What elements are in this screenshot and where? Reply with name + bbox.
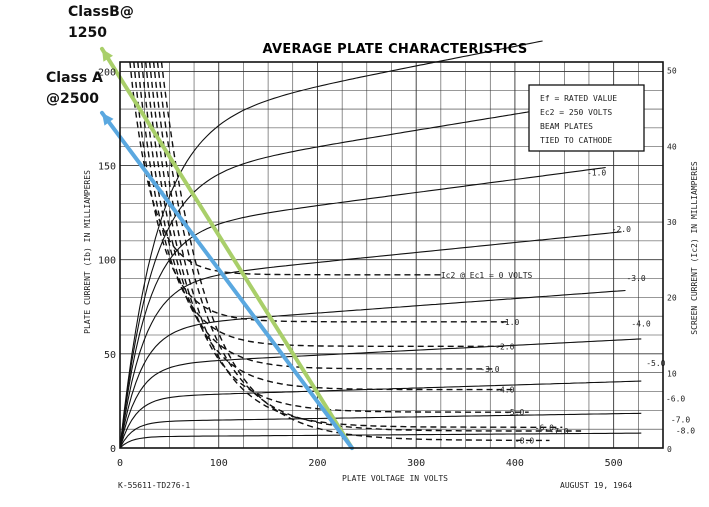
annotation-classb-line2: 1250 [68,25,107,41]
screen-curve [141,61,495,370]
screen-curve [152,61,563,428]
y-axis-label: PLATE CURRENT (Ib) IN MILLIAMPERES [83,170,92,334]
plate-curve [119,40,543,449]
condition-line-1: Ef = RATED VALUE [540,94,617,103]
plate-curve [119,231,622,449]
screen-curve-label: -1.0 [500,318,519,327]
y-tick-label: 150 [98,162,116,173]
load-line-arrowhead [102,48,114,62]
plate-curve [119,166,606,449]
y2-tick-labels: 0 10 20 30 40 50 [667,67,677,454]
plate-curve-label: -7.0 [671,415,690,424]
condition-line-2: Ec2 = 250 VOLTS [540,108,612,117]
screen-curve [145,61,513,391]
load-lines [100,46,355,450]
load-line [100,46,355,450]
load-line [100,110,355,450]
screen-curve-label: -5.0 [505,408,524,417]
y2-tick-label: 50 [667,67,677,76]
y-tick-label: 200 [98,67,116,78]
plate-curve-label: -2.0 [612,225,631,234]
x-tick-label: 200 [308,458,326,469]
plot-frame [119,61,664,449]
screen-curve [148,61,529,413]
screen-curve [160,61,550,442]
plate-curve-label: -6.0 [666,395,685,404]
y-tick-label: 50 [104,350,116,361]
y2-tick-label: 30 [667,218,677,227]
x-tick-label: 400 [506,458,524,469]
annotation-classa-line1: Class A [46,70,103,86]
screen-curve-label: -7.0 [549,427,568,436]
screen-curve [156,61,582,432]
plate-curve-label: -3.0 [626,274,645,283]
chart-curves: Ib @ Ec1 = 0 VOLTS-1.0-2.0-3.0-4.0-5.0-6… [119,40,695,449]
screen-curve [137,61,505,347]
plate-curve [119,338,642,449]
x-tick-label: 0 [117,458,123,469]
condition-line-4: TIED TO CATHODE [540,136,612,145]
y-tick-labels: 0 50 100 150 200 [98,67,116,455]
x-tick-label: 500 [605,458,623,469]
screen-curve-label: -6.0 [535,423,554,432]
annotation-classa-line2: @2500 [46,91,99,107]
plate-curve [119,432,642,449]
plate-curve-label: -4.0 [631,319,650,328]
screen-curve-label: -3.0 [480,365,499,374]
x-tick-labels: 0 100 200 300 400 500 [117,458,623,469]
y2-tick-label: 40 [667,142,677,151]
plate-curve [119,102,583,449]
footer-left: K-55611-TD276-1 [118,481,190,490]
screen-curve-label: -4.0 [495,386,514,395]
x-axis-label: PLATE VOLTAGE IN VOLTS [342,474,448,483]
y2-tick-label: 10 [667,369,677,378]
y2-tick-label: 20 [667,294,677,303]
chart-title: AVERAGE PLATE CHARACTERISTICS [262,42,527,57]
annotation-classb-line1: ClassB@ [68,4,134,20]
plate-curve-label: -1.0 [587,169,606,178]
screen-curve-label: -2.0 [495,342,514,351]
plate-curve-label: -5.0 [646,359,665,368]
screen-curve-label: Ic2 @ Ec1 = 0 VOLTS [441,271,533,280]
condition-line-3: BEAM PLATES [540,122,593,131]
screen-curve-label: -8.0 [515,436,534,445]
y-tick-label: 0 [110,444,116,455]
load-line-arrowhead [102,112,114,126]
footer-right: AUGUST 19, 1964 [560,481,632,490]
x-tick-label: 100 [210,458,228,469]
screen-curve [129,61,444,276]
plate-curve-label: -8.0 [676,427,695,436]
x-tick-label: 300 [407,458,425,469]
y-tick-label: 100 [98,256,116,267]
plate-curve [119,289,626,449]
y2-tick-label: 0 [667,445,672,454]
plate-curve [119,412,642,449]
conditions-box [528,84,645,152]
y2-axis-label: SCREEN CURRENT (Ic2) IN MILLIAMPERES [690,161,699,335]
